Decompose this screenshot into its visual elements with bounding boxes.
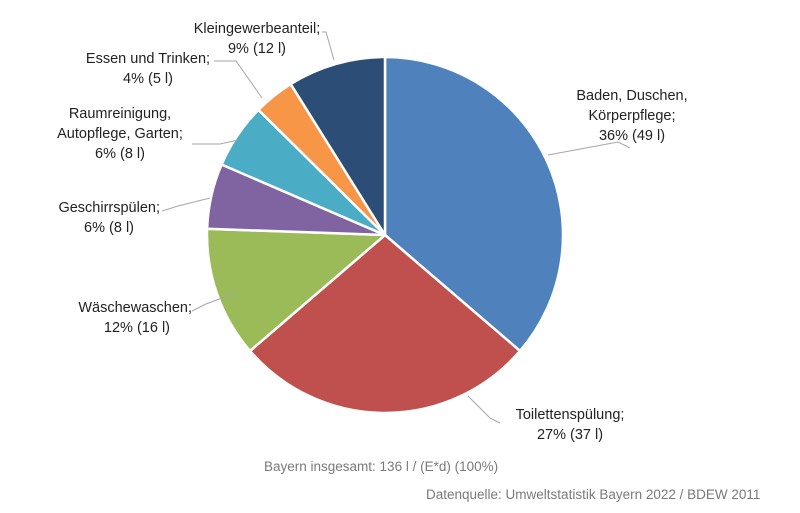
leader-line-6 (322, 31, 335, 61)
slice-label-essen-trinken: Essen und Trinken; 4% (5 l) (85, 51, 211, 87)
leader-line-4 (192, 139, 239, 145)
leader-line-5 (214, 60, 263, 99)
slice-label-kleingewerbe: Kleingewerbeanteil; 9% (12 l) (193, 21, 321, 57)
pie-slice-2 (205, 227, 387, 353)
slice-label-geschirrspuelen: Geschirrspülen; 6% (8 l) (58, 200, 160, 236)
pie-slice-1 (248, 233, 522, 415)
total-note: Bayern insgesamt: 136 l / (E*d) (100%) (264, 459, 499, 474)
pie-slice-0 (383, 55, 565, 353)
source-note: Datenquelle: Umweltstatistik Bayern 2022… (426, 487, 761, 502)
leader-line-3 (161, 197, 211, 212)
slice-label-baden: Baden, Duschen, Körperpflege; 36% (49 l) (576, 88, 688, 144)
slice-label-toilettenspuelung: Toilettenspülung; 27% (37 l) (515, 407, 625, 443)
slice-label-raumreinigung: Raumreinigung, Autopflege, Garten; 6% (8… (57, 106, 183, 162)
pie-slice-6 (289, 55, 387, 237)
leader-line-1 (467, 395, 501, 424)
slice-label-waeschewaschen: Wäschewaschen; 12% (16 l) (78, 300, 192, 336)
leader-line-2 (191, 292, 236, 312)
leader-line-0 (547, 141, 631, 156)
